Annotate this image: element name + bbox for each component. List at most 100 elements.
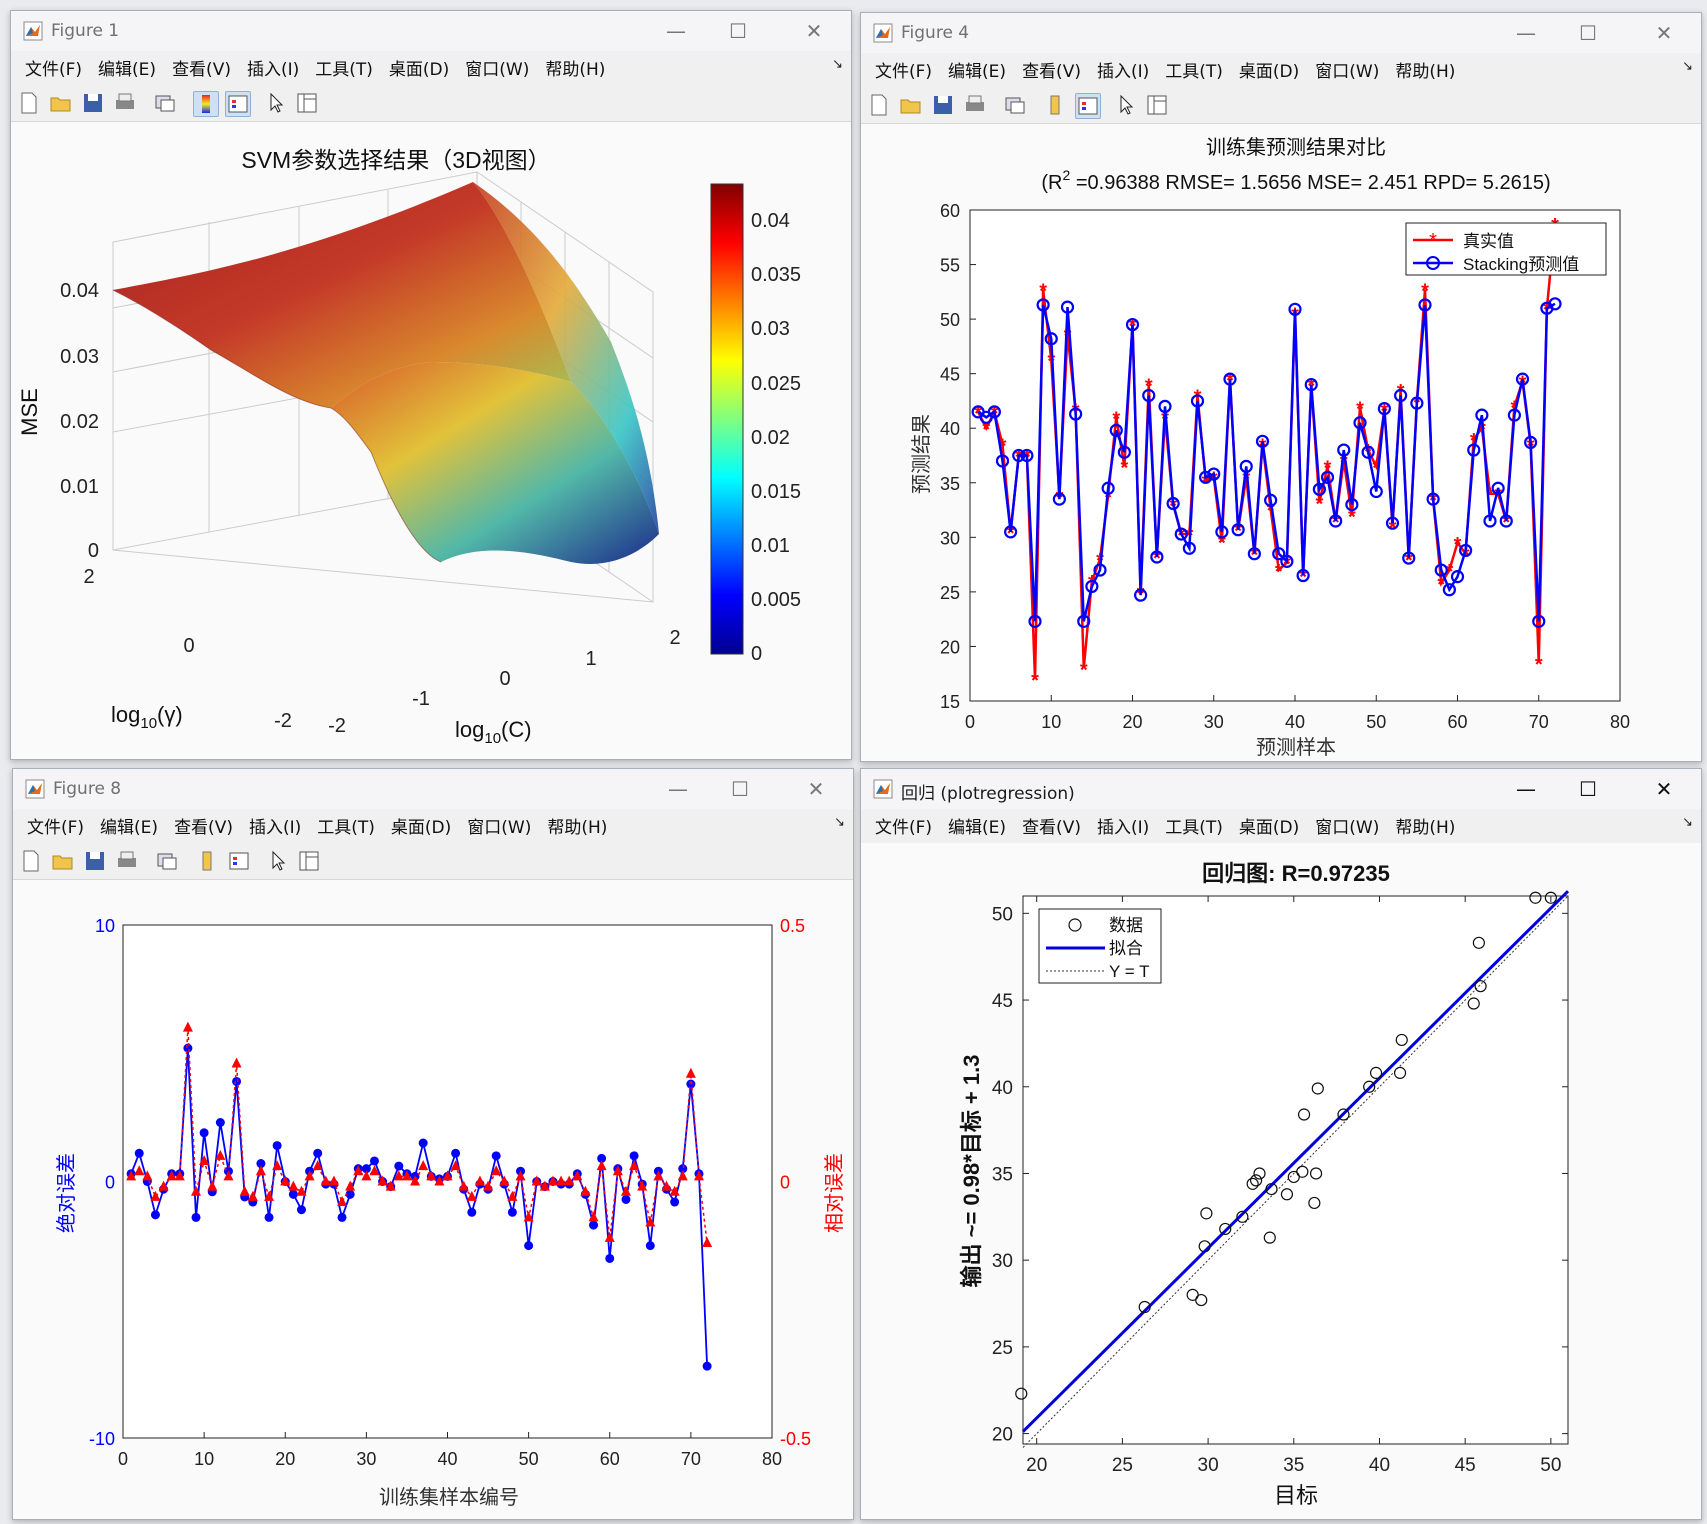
figure-8-window[interactable]: Figure 8 — ☐ ✕ 文件(F) 编辑(E) 查看(V) 插入(I) 工具(T)… — [12, 768, 854, 1520]
minimize-icon[interactable]: — — [1516, 777, 1536, 801]
link-plot-icon[interactable] — [155, 849, 179, 873]
property-editor-icon[interactable] — [297, 849, 321, 873]
legend-icon[interactable] — [227, 849, 251, 873]
dock-arrow-icon[interactable]: ↘ — [832, 57, 843, 72]
legend-icon[interactable] — [225, 91, 251, 117]
legend[interactable]: 数据 拟合 Y = T — [1038, 908, 1162, 984]
pointer-icon[interactable] — [1115, 93, 1139, 117]
colorbar-tick-labels: 0.04 0.035 0.03 0.025 0.02 0.015 0.01 0.… — [751, 210, 801, 665]
menu-help[interactable]: 帮助(H) — [1395, 818, 1456, 838]
titlebar[interactable]: Figure 1 — ☐ ✕ — [11, 11, 851, 51]
menu-view[interactable]: 查看(V) — [1022, 818, 1081, 838]
close-icon[interactable]: ✕ — [805, 19, 823, 43]
minimize-icon[interactable]: — — [666, 19, 686, 43]
new-figure-icon[interactable] — [17, 91, 41, 115]
data-point-relative — [418, 1160, 429, 1171]
maximize-icon[interactable]: ☐ — [729, 19, 747, 43]
menu-desktop[interactable]: 桌面(D) — [1238, 818, 1300, 838]
titlebar[interactable]: Figure 4 — ☐ ✕ — [861, 13, 1701, 53]
menu-tools[interactable]: 工具(T) — [315, 60, 373, 80]
dock-arrow-icon[interactable]: ↘ — [1682, 59, 1693, 74]
plot-axes[interactable] — [122, 924, 773, 1439]
colorbar-icon[interactable] — [1043, 93, 1067, 117]
maximize-icon[interactable]: ☐ — [731, 777, 749, 801]
titlebar[interactable]: Figure 8 — ☐ ✕ — [13, 769, 853, 809]
minimize-icon[interactable]: — — [668, 777, 688, 801]
menu-window[interactable]: 窗口(W) — [467, 818, 532, 838]
open-file-icon[interactable] — [899, 93, 923, 117]
menu-view[interactable]: 查看(V) — [174, 818, 233, 838]
menu-insert[interactable]: 插入(I) — [1096, 818, 1150, 838]
menu-help[interactable]: 帮助(H) — [1395, 62, 1456, 82]
plot-axes[interactable] — [1022, 895, 1569, 1445]
menu-file[interactable]: 文件(F) — [25, 60, 83, 80]
plot-axes[interactable] — [969, 209, 1621, 702]
menu-file[interactable]: 文件(F) — [875, 818, 933, 838]
menu-window[interactable]: 窗口(W) — [1315, 62, 1380, 82]
maximize-icon[interactable]: ☐ — [1579, 21, 1597, 45]
menu-desktop[interactable]: 桌面(D) — [1238, 62, 1300, 82]
menu-edit[interactable]: 编辑(E) — [100, 818, 159, 838]
pointer-icon[interactable] — [267, 849, 291, 873]
data-point-relative — [523, 1211, 534, 1222]
close-icon[interactable]: ✕ — [1655, 21, 1673, 45]
titlebar[interactable]: 回归 (plotregression) — ☐ ✕ — [861, 769, 1701, 809]
print-icon[interactable] — [115, 849, 139, 873]
menu-insert[interactable]: 插入(I) — [248, 818, 302, 838]
menu-desktop[interactable]: 桌面(D) — [388, 60, 450, 80]
dock-arrow-icon[interactable]: ↘ — [834, 815, 845, 830]
data-point-predicted — [1377, 401, 1391, 416]
print-icon[interactable] — [963, 93, 987, 117]
menu-help[interactable]: 帮助(H) — [547, 818, 608, 838]
colorbar-icon[interactable] — [193, 91, 219, 117]
menu-window[interactable]: 窗口(W) — [465, 60, 530, 80]
menu-insert[interactable]: 插入(I) — [1096, 62, 1150, 82]
figure-1-window[interactable]: Figure 1 — ☐ ✕ 文件(F) 编辑(E) 查看(V) 插入(I) 工具(T)… — [10, 10, 852, 760]
link-plot-icon[interactable] — [1003, 93, 1027, 117]
open-file-icon[interactable] — [49, 91, 73, 115]
new-figure-icon[interactable] — [19, 849, 43, 873]
maximize-icon[interactable]: ☐ — [1579, 777, 1597, 801]
pointer-icon[interactable] — [265, 91, 289, 115]
save-icon[interactable] — [931, 93, 955, 117]
close-icon[interactable]: ✕ — [1655, 777, 1673, 801]
new-figure-icon[interactable] — [867, 93, 891, 117]
minimize-icon[interactable]: — — [1516, 21, 1536, 45]
menu-view[interactable]: 查看(V) — [1022, 62, 1081, 82]
data-point-predicted — [1239, 459, 1253, 474]
save-icon[interactable] — [81, 91, 105, 115]
menu-window[interactable]: 窗口(W) — [1315, 818, 1380, 838]
data-point-predicted — [987, 405, 1001, 419]
colorbar-tick: 0.04 — [751, 210, 790, 232]
legend[interactable]: * 真实值 Stacking预测值 — [1405, 222, 1607, 276]
colorbar-icon[interactable] — [195, 849, 219, 873]
figure-4-window[interactable]: Figure 4 — ☐ ✕ 文件(F) 编辑(E) 查看(V) 插入(I) 工具(T)… — [860, 12, 1702, 762]
menu-file[interactable]: 文件(F) — [27, 818, 85, 838]
dock-arrow-icon[interactable]: ↘ — [1682, 815, 1693, 830]
regression-window[interactable]: 回归 (plotregression) — ☐ ✕ 文件(F) 编辑(E) 查看(V… — [860, 768, 1702, 1520]
close-icon[interactable]: ✕ — [807, 777, 825, 801]
open-file-icon[interactable] — [51, 849, 75, 873]
data-point-predicted — [1288, 302, 1302, 316]
save-icon[interactable] — [83, 849, 107, 873]
data-point-true: * — [1031, 670, 1039, 692]
menu-edit[interactable]: 编辑(E) — [98, 60, 157, 80]
menu-tools[interactable]: 工具(T) — [317, 818, 375, 838]
menu-tools[interactable]: 工具(T) — [1165, 818, 1223, 838]
menu-desktop[interactable]: 桌面(D) — [390, 818, 452, 838]
menu-view[interactable]: 查看(V) — [172, 60, 231, 80]
colorbar[interactable] — [710, 183, 744, 655]
link-plot-icon[interactable] — [153, 91, 177, 115]
property-editor-icon[interactable] — [295, 91, 319, 115]
data-point-absolute — [597, 1153, 607, 1163]
menu-edit[interactable]: 编辑(E) — [948, 62, 1007, 82]
menu-tools[interactable]: 工具(T) — [1165, 62, 1223, 82]
menu-insert[interactable]: 插入(I) — [246, 60, 300, 80]
property-editor-icon[interactable] — [1145, 93, 1169, 117]
print-icon[interactable] — [113, 91, 137, 115]
menu-file[interactable]: 文件(F) — [875, 62, 933, 82]
data-point-relative — [458, 1180, 469, 1191]
menu-edit[interactable]: 编辑(E) — [948, 818, 1007, 838]
legend-icon[interactable] — [1075, 93, 1101, 119]
menu-help[interactable]: 帮助(H) — [545, 60, 606, 80]
